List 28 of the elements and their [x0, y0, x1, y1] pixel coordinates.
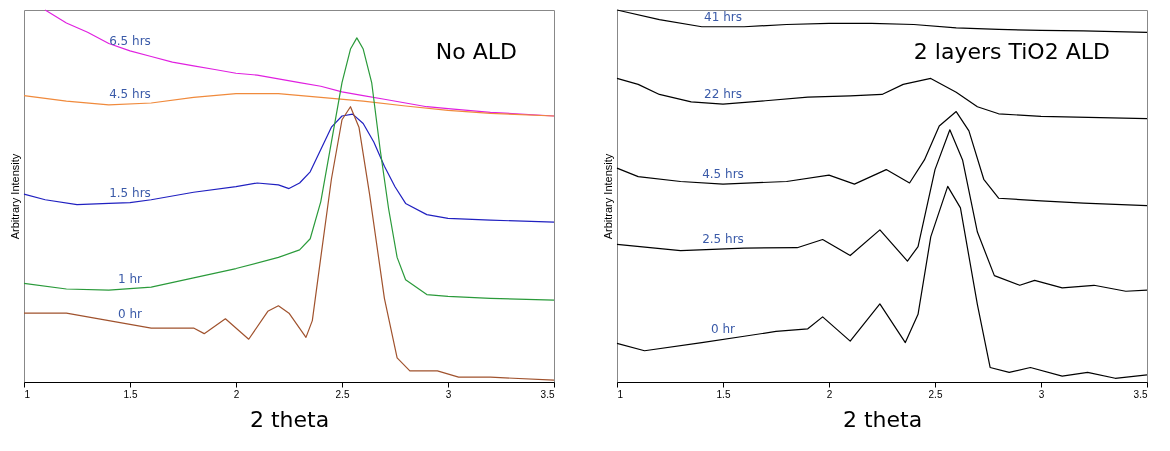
- x-tick-label: 1: [617, 388, 624, 400]
- series-label: 2.5 hrs: [702, 231, 744, 246]
- series-label: 0 hr: [711, 322, 736, 337]
- series-label: 6.5 hrs: [109, 33, 151, 48]
- x-tick-label: 1.5: [123, 388, 138, 400]
- x-tick-label: 2.5: [335, 388, 350, 400]
- series-label: 0 hr: [118, 307, 143, 322]
- series-label: 41 hrs: [704, 9, 742, 24]
- series-label: 1 hr: [118, 271, 143, 286]
- text: No ALD: [435, 39, 517, 64]
- x-tick-label: 2.5: [928, 388, 943, 400]
- y-axis-title: Arbitrary Intensity: [601, 153, 614, 240]
- series-label: 4.5 hrs: [109, 86, 151, 101]
- x-axis-title: 2 theta: [249, 406, 330, 432]
- series-label: 4.5 hrs: [702, 167, 744, 182]
- series-label: 22 hrs: [704, 87, 742, 102]
- x-tick-label: 3: [445, 388, 452, 400]
- series-label: 1.5 hrs: [109, 185, 151, 200]
- text: 2 layers TiO2 ALD: [913, 39, 1110, 64]
- x-tick-label: 2: [826, 388, 833, 400]
- x-axis-title: 2 theta: [842, 406, 923, 432]
- x-tick-label: 3.5: [540, 388, 555, 400]
- x-tick-label: 2: [233, 388, 240, 400]
- y-axis-title: Arbitrary Intensity: [8, 153, 21, 240]
- x-tick-label: 1: [24, 388, 31, 400]
- x-tick-label: 3.5: [1133, 388, 1148, 400]
- x-tick-label: 3: [1038, 388, 1045, 400]
- x-tick-label: 1.5: [716, 388, 731, 400]
